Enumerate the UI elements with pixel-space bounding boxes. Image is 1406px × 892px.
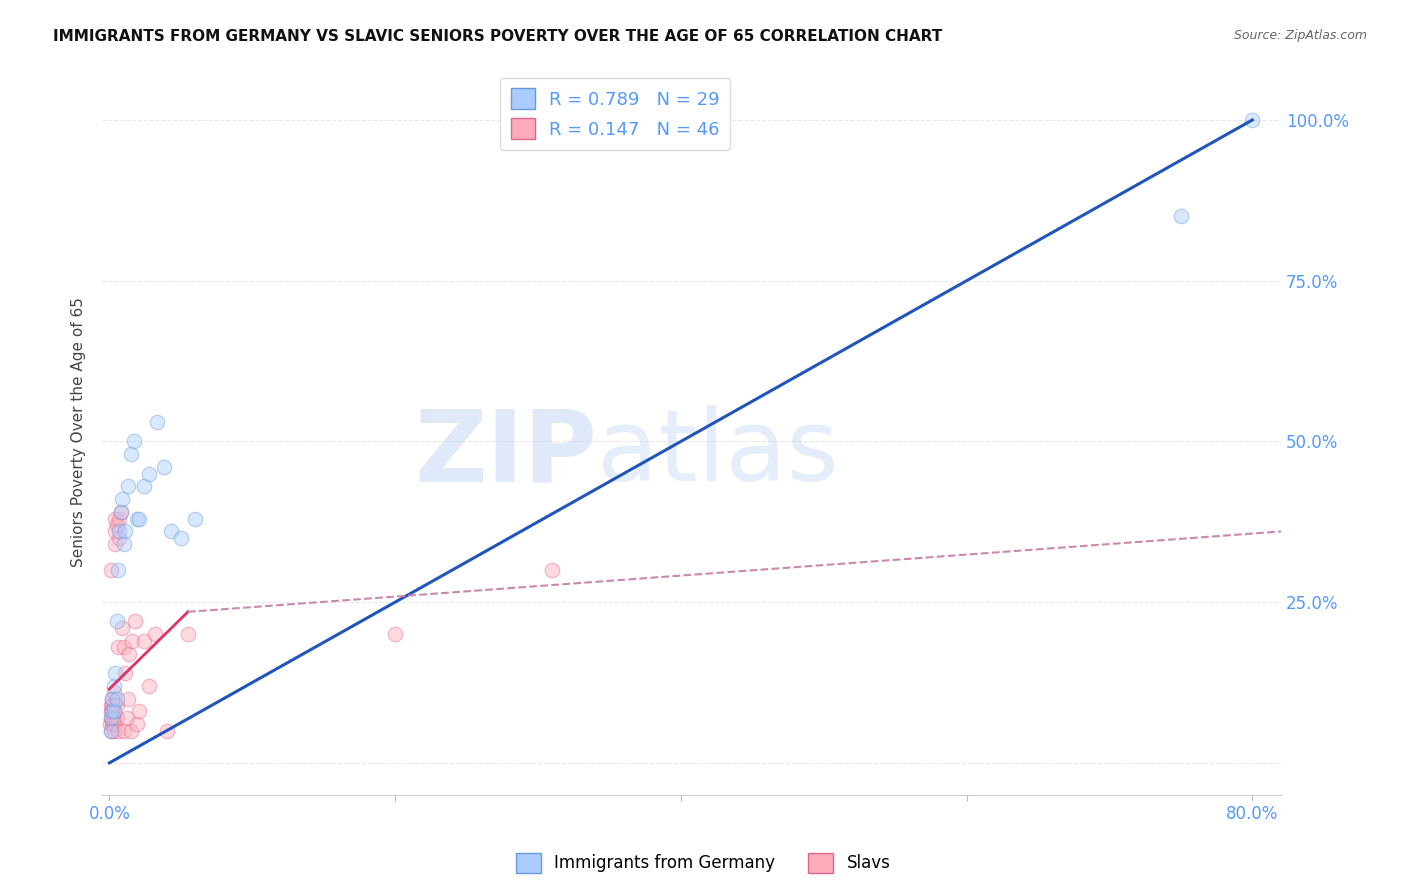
Point: [101, 711, 124, 725]
Point: [143, 627, 166, 641]
Point: [115, 711, 138, 725]
Point: [118, 647, 141, 661]
Point: [107, 723, 129, 738]
Point: [103, 685, 125, 699]
Point: [105, 691, 128, 706]
Point: [138, 679, 160, 693]
Point: [384, 627, 406, 641]
Point: [103, 723, 125, 738]
Point: [101, 691, 124, 706]
Point: [121, 633, 143, 648]
Point: [103, 717, 125, 731]
Point: [101, 717, 124, 731]
Point: [103, 698, 125, 712]
Point: [100, 705, 122, 719]
Point: [117, 479, 139, 493]
Point: [120, 723, 142, 738]
Point: [105, 698, 128, 712]
Text: atlas: atlas: [598, 405, 839, 502]
Point: [111, 492, 134, 507]
Point: [100, 723, 122, 738]
Point: [124, 615, 146, 629]
Point: [108, 511, 131, 525]
Point: [128, 511, 150, 525]
Point: [114, 665, 136, 680]
Point: [117, 691, 139, 706]
Point: [125, 511, 148, 525]
Point: [104, 537, 127, 551]
Point: [112, 640, 135, 655]
Point: [101, 705, 124, 719]
Point: [103, 679, 125, 693]
Point: [110, 505, 132, 519]
Point: [100, 698, 122, 712]
Point: [104, 524, 127, 539]
Point: [152, 460, 174, 475]
Point: [1241, 112, 1264, 127]
Text: Source: ZipAtlas.com: Source: ZipAtlas.com: [1233, 29, 1367, 42]
Point: [132, 479, 155, 493]
Point: [100, 711, 122, 725]
Point: [104, 665, 127, 680]
Point: [128, 705, 150, 719]
Point: [101, 698, 124, 712]
Point: [122, 434, 145, 449]
Point: [1170, 210, 1192, 224]
Point: [111, 621, 134, 635]
Point: [184, 511, 207, 525]
Point: [110, 505, 132, 519]
Point: [132, 633, 155, 648]
Point: [105, 615, 128, 629]
Point: [100, 723, 122, 738]
Point: [159, 524, 181, 539]
Point: [177, 627, 200, 641]
Point: [108, 531, 131, 545]
Point: [138, 467, 160, 481]
Point: [105, 711, 128, 725]
Point: [101, 705, 124, 719]
Point: [104, 511, 127, 525]
Y-axis label: Seniors Poverty Over the Age of 65: Seniors Poverty Over the Age of 65: [72, 297, 86, 566]
Point: [105, 518, 128, 533]
Legend: Immigrants from Germany, Slavs: Immigrants from Germany, Slavs: [509, 847, 897, 880]
Text: ZIP: ZIP: [415, 405, 598, 502]
Point: [120, 447, 142, 461]
Point: [112, 723, 135, 738]
Text: IMMIGRANTS FROM GERMANY VS SLAVIC SENIORS POVERTY OVER THE AGE OF 65 CORRELATION: IMMIGRANTS FROM GERMANY VS SLAVIC SENIOR…: [53, 29, 942, 44]
Point: [98, 717, 121, 731]
Point: [100, 711, 122, 725]
Point: [107, 563, 129, 577]
Point: [103, 711, 125, 725]
Point: [541, 563, 564, 577]
Legend: R = 0.789   N = 29, R = 0.147   N = 46: R = 0.789 N = 29, R = 0.147 N = 46: [501, 78, 731, 150]
Point: [114, 524, 136, 539]
Point: [103, 705, 125, 719]
Point: [100, 563, 122, 577]
Point: [101, 691, 124, 706]
Point: [170, 531, 193, 545]
Point: [112, 537, 135, 551]
Point: [155, 723, 177, 738]
Point: [145, 415, 167, 429]
Point: [125, 717, 148, 731]
Point: [107, 640, 129, 655]
Point: [108, 524, 131, 539]
